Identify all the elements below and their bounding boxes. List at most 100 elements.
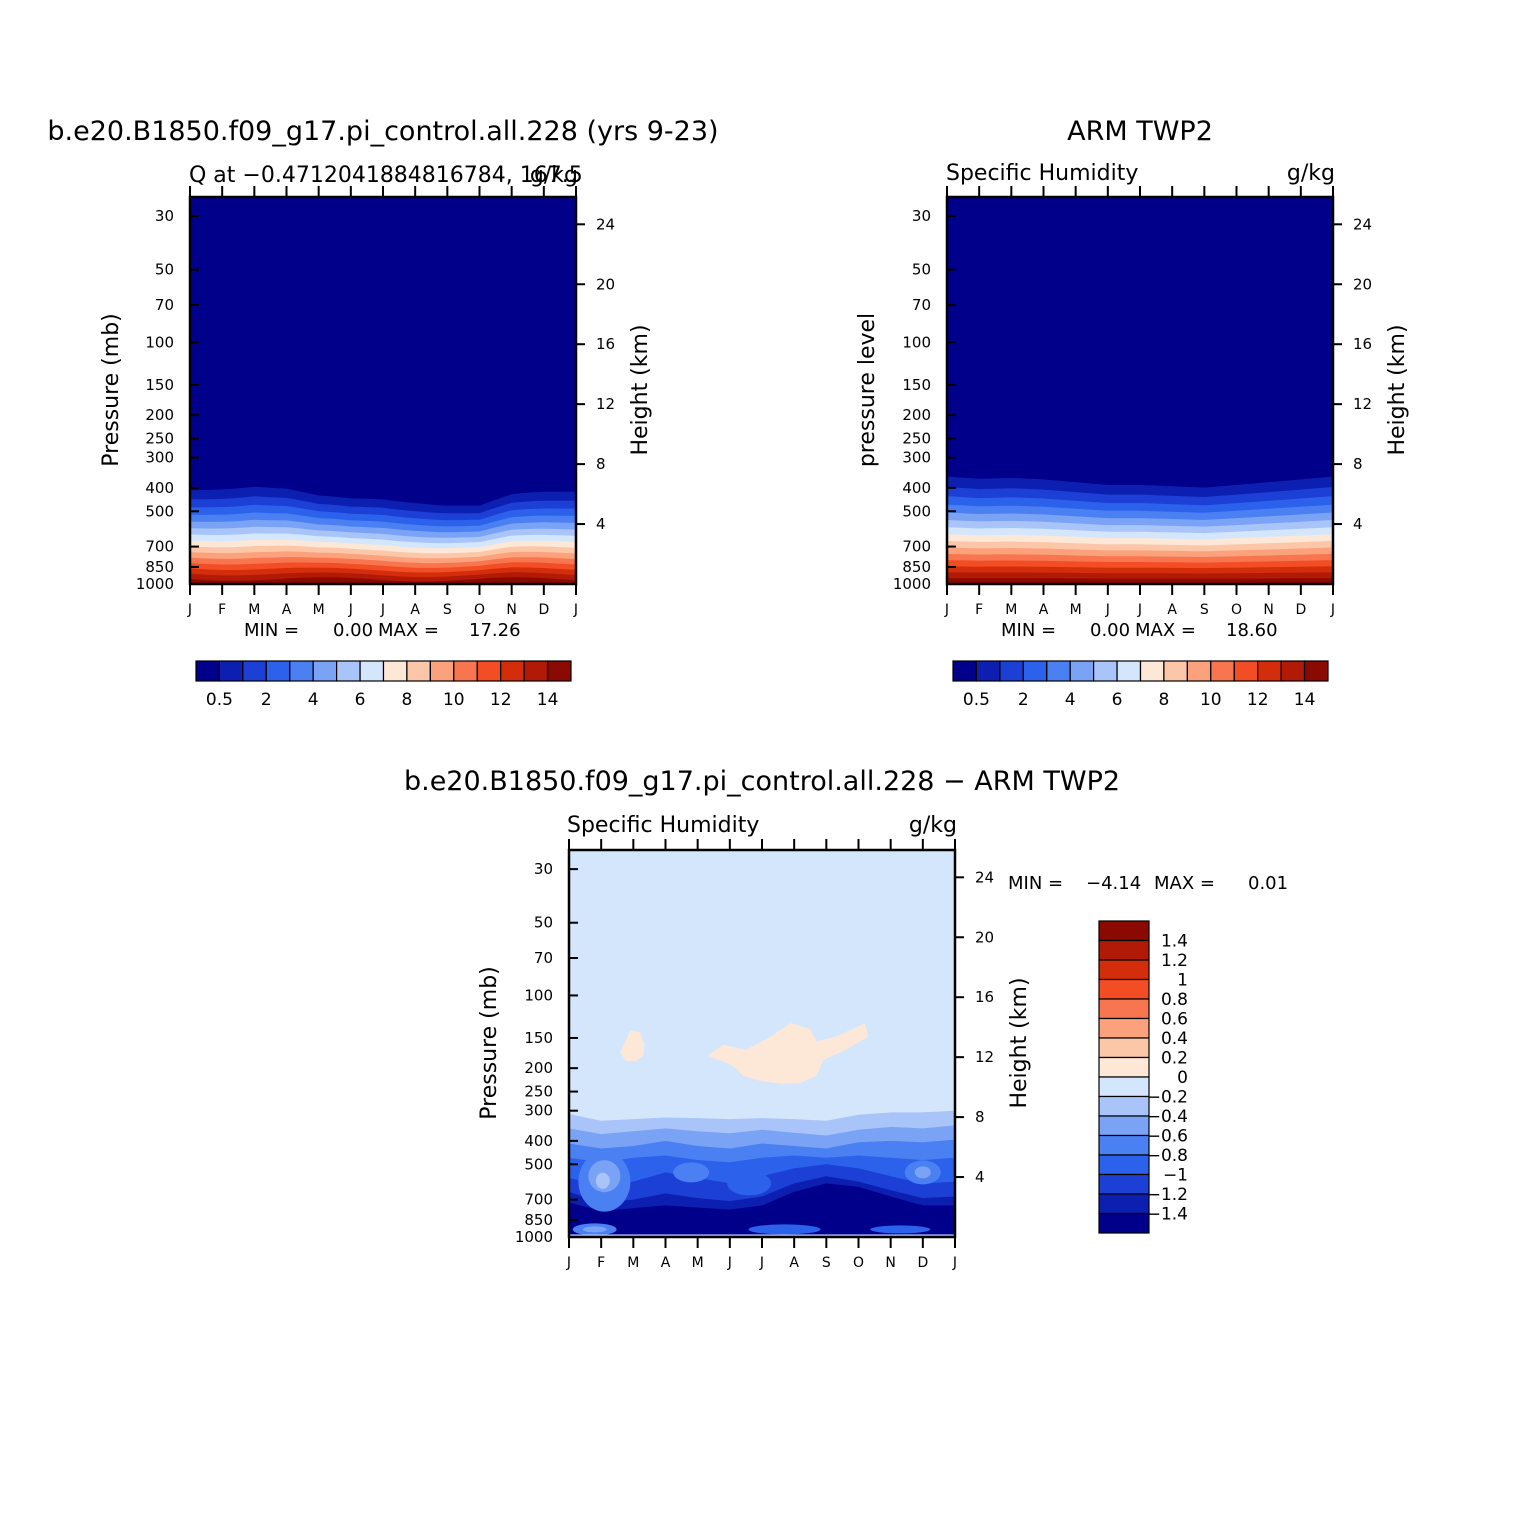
colorbar-swatch [1098, 1134, 1150, 1156]
diff-band-minus-14 [569, 1183, 955, 1237]
model-ytick-label: 30 [155, 207, 174, 225]
diff-ytick-label: 250 [524, 1083, 553, 1101]
panel-diff-max-value: 0.01 [1248, 873, 1288, 894]
obs-xtick-label: D [1295, 602, 1306, 618]
panel-obs-ylabel: pressure level [855, 313, 880, 467]
diff-pocket-lighter [914, 1166, 931, 1179]
colorbar-swatch [1116, 660, 1142, 682]
panel-diff-ylabel: Pressure (mb) [477, 966, 502, 1120]
panel-obs-ylabel-right: Height (km) [1385, 324, 1410, 455]
colorbar-label: −1.4 [1147, 1205, 1188, 1225]
panel-obs-title: ARM TWP2 [1067, 116, 1213, 147]
obs-ytick-label: 300 [902, 449, 931, 467]
colorbar-label: 10 [443, 690, 465, 710]
panel-model-contour-field [190, 197, 576, 584]
model-ytick-right-label: 24 [596, 215, 615, 233]
colorbar-label: 4 [1065, 690, 1076, 710]
colorbar-swatch [476, 660, 502, 682]
colorbar-swatch [289, 660, 314, 682]
panel-model-subtitle-right: g/kg [530, 163, 578, 188]
colorbar-swatch [336, 660, 361, 682]
obs-ytick-right-label: 4 [1353, 515, 1363, 533]
panel-diff-contour-field [569, 850, 955, 1237]
colorbar-swatch [1186, 660, 1212, 682]
obs-ytick-label: 700 [902, 538, 931, 556]
diff-positive-patch [707, 1023, 869, 1084]
colorbar-swatch [1098, 1037, 1150, 1059]
panel-model-title: b.e20.B1850.f09_g17.pi_control.all.228 (… [47, 116, 718, 147]
colorbar-label: 0.2 [1161, 1049, 1188, 1069]
colorbar-label: −0.8 [1147, 1146, 1188, 1166]
obs-ytick-label: 250 [902, 430, 931, 448]
colorbar-label: −1.2 [1147, 1185, 1188, 1205]
obs-ytick-label: 1000 [893, 575, 931, 593]
panel-diff-min-label: MIN = [1008, 873, 1063, 894]
model-xtick-label: S [443, 602, 452, 618]
panel-diff-max-label: MAX = [1154, 873, 1215, 894]
model-ytick-label: 400 [145, 479, 174, 497]
panel-obs-subtitle-right: g/kg [1287, 161, 1335, 186]
obs-ytick-right-label: 16 [1353, 335, 1372, 353]
colorbar-swatch [523, 660, 549, 682]
diff-ytick-label: 300 [524, 1102, 553, 1120]
obs-xtick-label: F [975, 602, 983, 618]
colorbar-swatch [1233, 660, 1259, 682]
colorbar-swatch [975, 660, 1001, 682]
colorbar-swatch [312, 660, 338, 682]
panel-diff-ylabel-right: Height (km) [1007, 977, 1032, 1108]
diff-ytick-label: 850 [524, 1211, 553, 1229]
colorbar-swatch [999, 660, 1024, 682]
colorbar-label: 8 [1158, 690, 1169, 710]
panel-obs-min-value: 0.00 [1090, 620, 1130, 641]
obs-xtick-label: N [1263, 602, 1273, 618]
panel-model-ylabel-right: Height (km) [628, 324, 653, 455]
panel-obs-max-label: MAX = [1135, 620, 1196, 641]
colorbar-swatch [1139, 660, 1165, 682]
diff-pocket-lightest [595, 1172, 610, 1189]
colorbar-label: 14 [537, 690, 559, 710]
panel-model-ylabel: Pressure (mb) [99, 313, 124, 467]
colorbar-swatch [952, 660, 977, 682]
colorbar-swatch [429, 660, 455, 682]
colorbar-swatch [1098, 1056, 1150, 1078]
diff-xtick-label: F [597, 1255, 605, 1271]
model-ytick-label: 1000 [136, 575, 174, 593]
panel-obs: ARM TWP2 Specific Humidity g/kg 30 50 70 10… [855, 116, 1410, 710]
panel-model: b.e20.B1850.f09_g17.pi_control.all.228 (… [47, 116, 718, 710]
obs-ytick-label: 70 [912, 296, 931, 314]
obs-ytick-label: 50 [912, 261, 931, 279]
model-xtick-label: N [506, 602, 516, 618]
diff-ytick-label: 150 [524, 1029, 553, 1047]
colorbar-label: 0.5 [206, 690, 233, 710]
diff-xtick-label: M [692, 1255, 704, 1271]
colorbar-label: 6 [1112, 690, 1123, 710]
model-ytick-label: 200 [145, 406, 174, 424]
colorbar-swatch [546, 660, 572, 682]
colorbar-label: 0.8 [1161, 990, 1188, 1010]
colorbar-label: 2 [261, 690, 272, 710]
obs-ytick-label: 200 [902, 406, 931, 424]
colorbar-swatch [500, 660, 525, 682]
diff-ytick-label: 1000 [515, 1228, 553, 1246]
colorbar-swatch [1098, 939, 1150, 961]
diff-ytick-right-label: 20 [975, 928, 994, 946]
colorbar-swatch [1257, 660, 1282, 682]
diff-ytick-right-label: 16 [975, 988, 994, 1006]
model-ytick-label: 300 [145, 449, 174, 467]
colorbar-swatch [218, 660, 244, 682]
panel-obs-colorbar: 0.5 2 4 6 8 10 12 14 [952, 660, 1329, 710]
colorbar-swatch [265, 660, 291, 682]
obs-xtick-label: J [1137, 602, 1142, 618]
colorbar-label: 12 [1247, 690, 1269, 710]
model-xtick-label: J [187, 602, 192, 618]
colorbar-label: 14 [1294, 690, 1316, 710]
panel-model-max-value: 17.26 [469, 620, 521, 641]
panel-model-min-label: MIN = [244, 620, 299, 641]
diff-ytick-label: 70 [534, 949, 553, 967]
obs-ytick-label: 100 [902, 333, 931, 351]
obs-ytick-right-label: 20 [1353, 275, 1372, 293]
obs-ytick-right-label: 12 [1353, 395, 1372, 413]
colorbar-label: 2 [1018, 690, 1029, 710]
